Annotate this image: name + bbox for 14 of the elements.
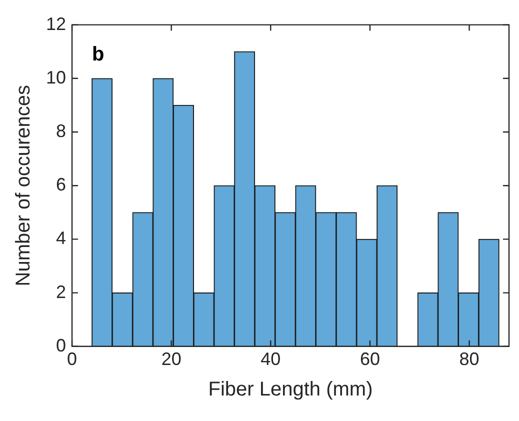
y-tick-label: 4 bbox=[56, 228, 66, 248]
y-tick-label: 10 bbox=[46, 67, 66, 88]
x-tick-label: 80 bbox=[459, 349, 480, 370]
annotation: b bbox=[92, 43, 104, 66]
y-tick-label: 6 bbox=[56, 174, 66, 195]
x-tick-label: 60 bbox=[360, 349, 380, 370]
y-tick-label: 0 bbox=[56, 335, 66, 356]
y-tick-label: 12 bbox=[46, 14, 66, 34]
x-tick-label: 40 bbox=[260, 349, 281, 370]
y-tick-label: 8 bbox=[56, 120, 66, 141]
y-tick-label: 2 bbox=[56, 282, 66, 302]
y-axis-title: Number of occurences bbox=[12, 85, 35, 286]
x-axis-title: Fiber Length (mm) bbox=[208, 378, 373, 401]
x-tick-label: 20 bbox=[161, 349, 182, 370]
